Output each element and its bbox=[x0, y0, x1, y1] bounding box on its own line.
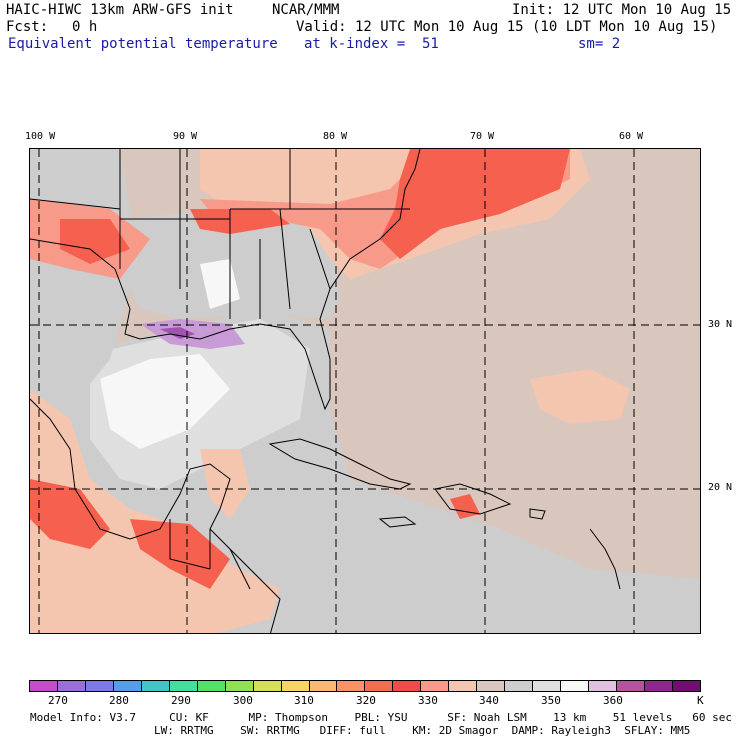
colorbar-swatch-19 bbox=[561, 681, 590, 691]
colorbar-tick-350: 350 bbox=[541, 694, 561, 707]
model-info-line2: LW: RRTMG SW: RRTMG DIFF: full KM: 2D Sm… bbox=[154, 724, 691, 737]
colorbar-swatch-7 bbox=[225, 681, 254, 691]
state-borders bbox=[30, 149, 410, 319]
smoothing-label: sm= 2 bbox=[578, 36, 621, 52]
us-coastline bbox=[30, 149, 421, 411]
colorbar-swatch-3 bbox=[113, 681, 142, 691]
lat-label-20n: 20 N bbox=[708, 482, 733, 493]
yucatan-warm-region bbox=[200, 449, 250, 519]
colorbar-swatch-5 bbox=[169, 681, 198, 691]
mexico-coastline bbox=[30, 398, 281, 633]
level-label: at k-index = 51 bbox=[304, 36, 439, 52]
lon-label-90w: 90 W bbox=[173, 131, 198, 142]
init-time: Init: 12 UTC Mon 10 Aug 15 bbox=[512, 2, 732, 18]
lon-label-60w: 60 W bbox=[619, 131, 644, 142]
lat-label-30n: 30 N bbox=[708, 319, 733, 330]
colorbar-swatch-0 bbox=[30, 681, 58, 691]
lon-label-100w: 100 W bbox=[25, 131, 56, 142]
texas-hot-region bbox=[60, 219, 130, 264]
map-panel bbox=[29, 148, 701, 634]
colorbar-swatch-14 bbox=[421, 681, 450, 691]
colorbar-swatch-15 bbox=[449, 681, 478, 691]
colorbar-swatch-22 bbox=[644, 681, 673, 691]
colorbar-tick-330: 330 bbox=[418, 694, 438, 707]
latlon-grid bbox=[30, 149, 700, 633]
country-borders bbox=[169, 519, 251, 590]
northeast-very-hot bbox=[380, 149, 570, 259]
organization-label: NCAR/MMM bbox=[272, 2, 340, 18]
color-legend-bar bbox=[29, 680, 701, 692]
colorbar-tick-280: 280 bbox=[109, 694, 129, 707]
hispaniola-outline bbox=[434, 483, 512, 515]
colorbar-units: K bbox=[697, 694, 704, 707]
lon-label-70w: 70 W bbox=[470, 131, 495, 142]
gulf-cold-region bbox=[100, 354, 230, 449]
theta-e-map bbox=[30, 149, 700, 633]
coast-deep-region bbox=[160, 327, 195, 339]
colorbar-swatch-12 bbox=[365, 681, 394, 691]
colorbar-swatch-21 bbox=[617, 681, 645, 691]
field-name: Equivalent potential temperature bbox=[8, 36, 278, 52]
colorbar-swatch-6 bbox=[197, 681, 226, 691]
tennessee-hot-patch bbox=[190, 209, 290, 234]
colorbar-tick-320: 320 bbox=[356, 694, 376, 707]
colorbar-tick-310: 310 bbox=[294, 694, 314, 707]
colorbar-swatch-23 bbox=[672, 681, 700, 691]
colorbar-swatch-16 bbox=[477, 681, 506, 691]
colorbar-swatch-10 bbox=[309, 681, 338, 691]
colorbar-tick-340: 340 bbox=[479, 694, 499, 707]
coastlines bbox=[30, 149, 621, 633]
colorbar-swatch-2 bbox=[85, 681, 114, 691]
cuba-outline bbox=[268, 438, 412, 490]
mexico-hot-region bbox=[30, 479, 110, 549]
colorbar-swatch-18 bbox=[533, 681, 562, 691]
colorbar-tick-290: 290 bbox=[171, 694, 191, 707]
guatemala-hot-region bbox=[130, 519, 230, 589]
colorbar-swatch-1 bbox=[57, 681, 86, 691]
colorbar-tick-360: 360 bbox=[603, 694, 623, 707]
colorbar-swatch-17 bbox=[505, 681, 534, 691]
model-info-line1: Model Info: V3.7 CU: KF MP: Thompson PBL… bbox=[30, 711, 732, 724]
colorbar-swatch-9 bbox=[281, 681, 310, 691]
atlantic-warm-patch bbox=[530, 369, 630, 424]
valid-time: Valid: 12 UTC Mon 10 Aug 15 (10 LDT Mon … bbox=[296, 19, 718, 35]
colorbar-swatch-13 bbox=[393, 681, 422, 691]
forecast-label: Fcst: bbox=[6, 19, 49, 35]
lon-label-80w: 80 W bbox=[323, 131, 348, 142]
colorbar-tick-270: 270 bbox=[48, 694, 68, 707]
colorbar-swatch-11 bbox=[337, 681, 366, 691]
model-title: HAIC-HIWC 13km ARW-GFS init bbox=[6, 2, 234, 18]
colorbar-swatch-8 bbox=[253, 681, 282, 691]
jamaica-outline bbox=[378, 516, 417, 528]
lesser-antilles bbox=[589, 528, 621, 590]
puerto-rico-outline bbox=[529, 508, 546, 520]
colorbar-swatch-20 bbox=[589, 681, 618, 691]
colorbar-tick-300: 300 bbox=[233, 694, 253, 707]
colorbar-swatch-4 bbox=[141, 681, 170, 691]
forecast-hour: 0 h bbox=[72, 19, 98, 35]
